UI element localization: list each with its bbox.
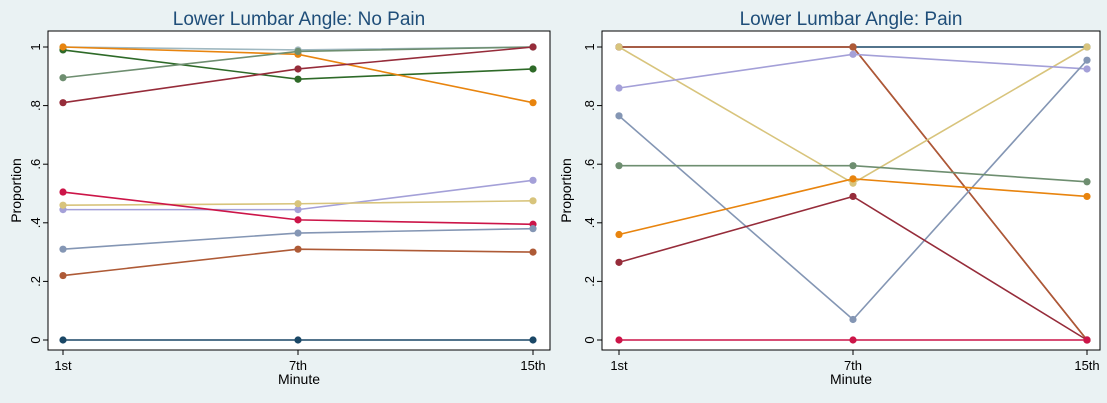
data-point — [529, 99, 537, 107]
chart-no-pain: Lower Lumbar Angle: No Pain 0 .2 .4 .6 .8 1 1st… — [6, 6, 552, 400]
data-point — [59, 336, 67, 344]
data-point — [529, 43, 537, 51]
series — [59, 197, 537, 209]
data-point — [294, 75, 302, 83]
data-point — [615, 230, 623, 239]
series — [615, 56, 1091, 324]
y-tick-label: 1 — [28, 43, 43, 50]
series — [59, 336, 537, 344]
series — [59, 43, 537, 107]
y-tick-label: .8 — [582, 100, 597, 111]
x-axis-label: Minute — [830, 371, 872, 387]
data-point — [529, 225, 537, 233]
y-tick-label: 1 — [582, 43, 597, 50]
y-tick-label: .2 — [28, 276, 43, 287]
data-point — [294, 206, 302, 214]
series — [615, 162, 1091, 186]
x-tick-label: 1st — [610, 358, 628, 373]
data-point — [849, 192, 857, 201]
data-point — [615, 258, 623, 266]
data-point — [294, 65, 302, 73]
series — [59, 46, 537, 83]
data-point — [849, 336, 857, 344]
plot-area — [47, 30, 551, 351]
data-point — [294, 229, 302, 237]
x-axis-label: Minute — [278, 371, 320, 387]
y-axis-label: Proportion — [8, 158, 24, 223]
data-point — [294, 245, 302, 253]
series — [615, 50, 1091, 92]
data-point — [59, 74, 67, 82]
data-point — [294, 216, 302, 224]
data-point — [294, 47, 302, 55]
data-point — [59, 43, 67, 51]
x-tick-label: 15th — [520, 358, 545, 373]
series — [615, 336, 1091, 344]
y-tick-label: .4 — [28, 217, 43, 228]
data-point — [529, 248, 537, 256]
data-point — [59, 188, 67, 196]
series — [615, 175, 1091, 239]
data-point — [59, 271, 67, 280]
data-point — [294, 200, 302, 208]
data-point — [59, 245, 67, 253]
y-tick-label: .6 — [28, 159, 43, 170]
x-tick-label: 15th — [1074, 358, 1099, 373]
y-axis-label: Proportion — [558, 158, 574, 223]
data-point — [529, 176, 537, 184]
data-point — [615, 43, 623, 51]
y-tick-label: .2 — [582, 276, 597, 287]
data-point — [529, 197, 537, 205]
series — [59, 225, 537, 253]
data-point — [849, 50, 857, 58]
data-point — [529, 65, 537, 73]
data-point — [615, 112, 623, 120]
data-point — [59, 201, 67, 209]
series — [59, 188, 537, 228]
y-tick-label: .6 — [582, 159, 597, 170]
data-point — [849, 315, 857, 324]
chart-title: Lower Lumbar Angle: Pain — [740, 9, 963, 30]
data-point — [1083, 43, 1091, 51]
data-point — [1083, 65, 1091, 73]
data-point — [849, 43, 857, 51]
chart-pain: Lower Lumbar Angle: Pain 0 .2 .4 .6 .8 1 1st 7th… — [556, 6, 1102, 400]
series — [59, 245, 537, 280]
data-point — [849, 162, 857, 170]
data-point — [294, 336, 302, 344]
data-point — [615, 84, 623, 92]
y-tick-label: 0 — [582, 336, 597, 343]
y-tick-label: .4 — [582, 217, 597, 228]
data-point — [529, 336, 537, 344]
x-tick-label: 1st — [54, 358, 72, 373]
data-point — [1083, 178, 1091, 186]
data-point — [615, 336, 623, 344]
data-point — [1083, 56, 1091, 64]
data-point — [1083, 192, 1091, 201]
data-point — [849, 175, 857, 183]
data-point — [59, 99, 67, 107]
chart-title: Lower Lumbar Angle: No Pain — [173, 9, 425, 30]
x-tick-label: 7th — [289, 358, 307, 373]
y-tick-label: 0 — [28, 336, 43, 343]
y-tick-label: .8 — [28, 100, 43, 111]
data-point — [1083, 336, 1091, 344]
data-point — [615, 162, 623, 170]
x-tick-label: 7th — [844, 358, 862, 373]
